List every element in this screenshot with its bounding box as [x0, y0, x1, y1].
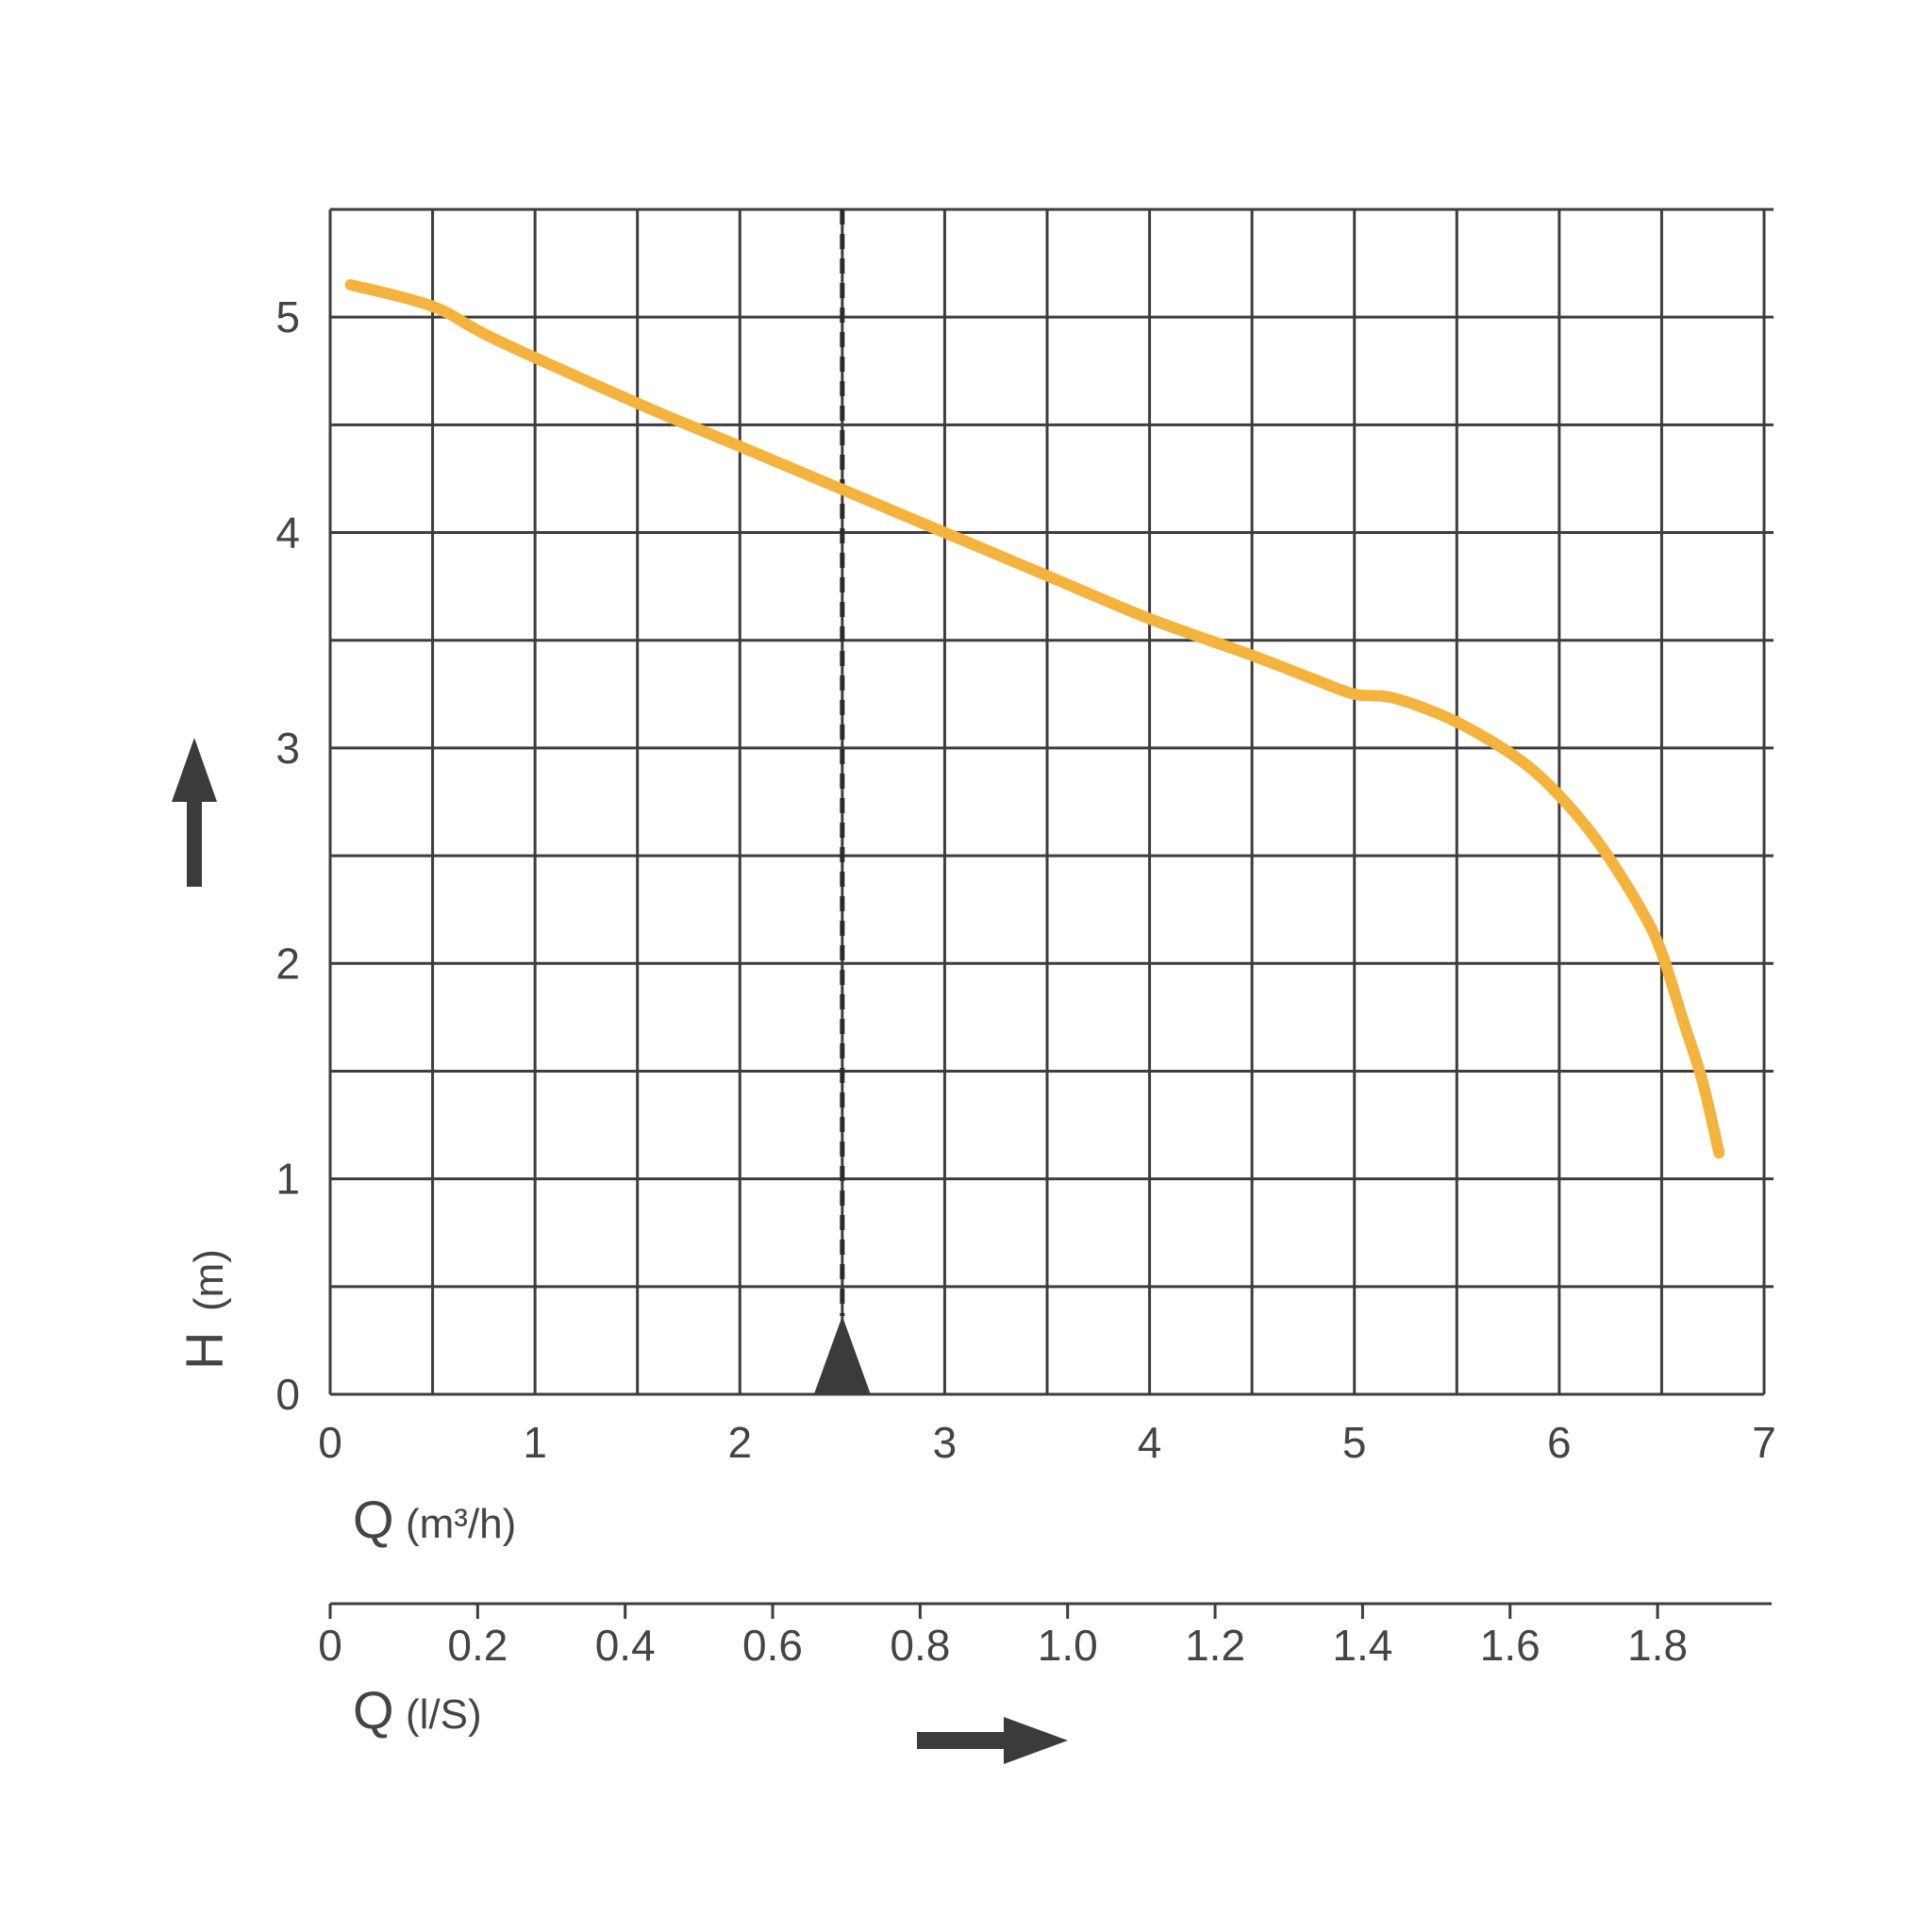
arrow-right-icon [917, 1717, 1068, 1764]
x2-tick-label: 1.0 [1038, 1621, 1098, 1670]
y-tick-label: 2 [275, 939, 300, 988]
arrow-up-icon [172, 738, 217, 887]
pump-curve-line [344, 278, 1725, 1159]
x2-tick-label: 1.8 [1627, 1621, 1688, 1670]
x2-tick-label: 0 [318, 1621, 342, 1670]
grid [328, 208, 1774, 1396]
y-axis-unit: (m) [186, 1249, 232, 1311]
x-axis-letter: Q [353, 1490, 394, 1549]
x-tick-labels-m3h: 0 1 2 3 4 5 6 7 [318, 1418, 1776, 1467]
x2-tick-label: 1.2 [1185, 1621, 1245, 1670]
y-tick-label: 4 [275, 508, 300, 558]
x-tick-label: 4 [1138, 1418, 1162, 1467]
y-tick-label: 3 [275, 724, 300, 773]
y-tick-label: 1 [275, 1155, 300, 1204]
x-tick-label: 2 [727, 1418, 752, 1467]
x2-tick-label: 0.4 [595, 1621, 656, 1670]
x2-tick-label: 0.6 [742, 1621, 803, 1670]
operating-point-marker [813, 209, 871, 1394]
x2-tick-label: 0.2 [447, 1621, 508, 1670]
x-tick-label: 7 [1752, 1418, 1776, 1467]
x2-tick-label: 1.6 [1480, 1621, 1541, 1670]
x-tick-label: 3 [933, 1418, 958, 1467]
x-axis-unit: (m³/h) [406, 1501, 516, 1547]
y-tick-label: 0 [275, 1370, 300, 1419]
y-tick-labels: 0 1 2 3 4 5 [275, 292, 300, 1419]
x-tick-label: 1 [523, 1418, 547, 1467]
secondary-x-axis-ls: 0 0.2 0.4 0.6 0.8 1.0 1.2 1.4 1.6 1.8 [318, 1602, 1772, 1670]
x-tick-label: 0 [318, 1418, 342, 1467]
x2-tick-label: 0.8 [890, 1621, 950, 1670]
x2-tick-label: 1.4 [1332, 1621, 1392, 1670]
y-axis-letter: H [175, 1332, 234, 1370]
x-tick-label: 6 [1547, 1418, 1572, 1467]
x2-axis-letter: Q [353, 1680, 394, 1740]
curve-layer [344, 278, 1725, 1159]
x2-axis-unit: (l/S) [406, 1691, 482, 1738]
y-tick-label: 5 [275, 292, 300, 341]
x-tick-label: 5 [1342, 1418, 1367, 1467]
operating-point-triangle-icon [813, 1316, 871, 1394]
